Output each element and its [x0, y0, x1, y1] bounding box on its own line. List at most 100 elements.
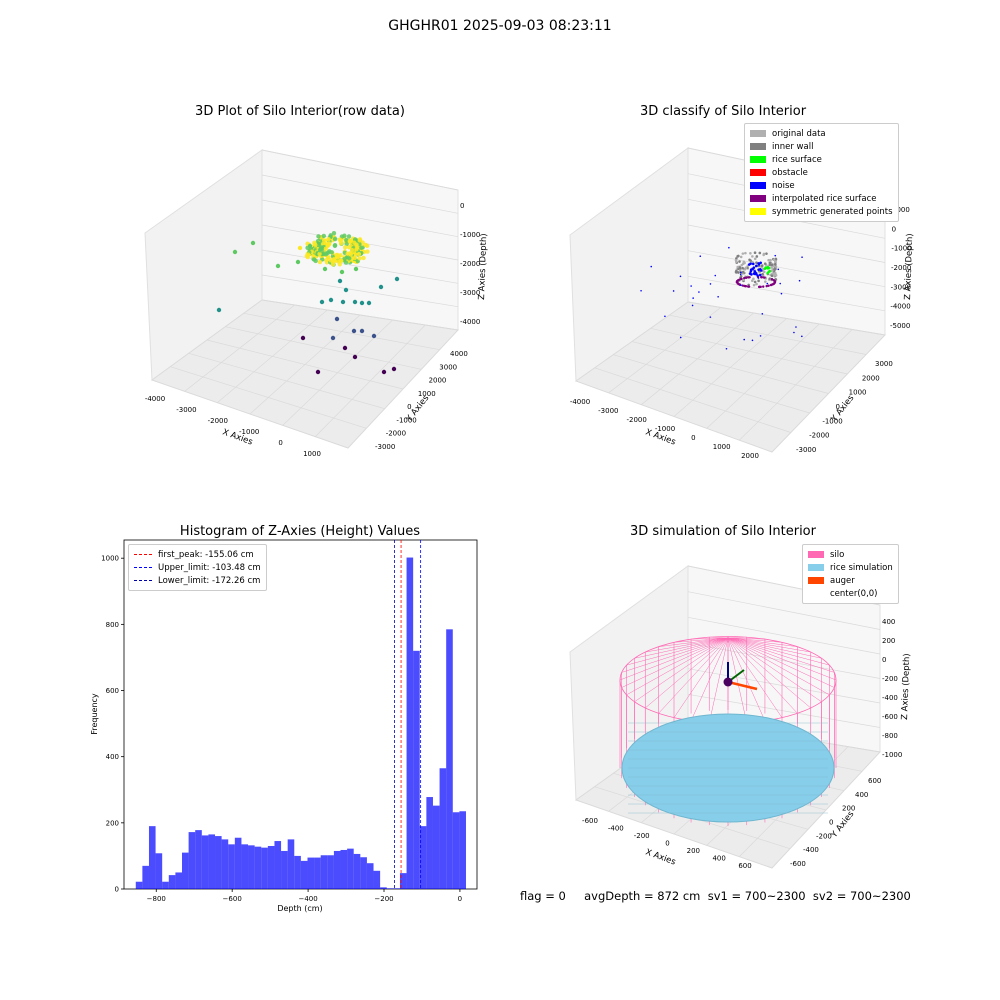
classify-point: [793, 331, 795, 334]
histogram-bar: [386, 888, 394, 889]
classify-point: [739, 255, 743, 259]
raw-point: [317, 259, 323, 265]
classify-point: [753, 270, 757, 273]
simulation-z-tick: -400: [882, 694, 898, 702]
silo-roof-wire: [634, 637, 729, 659]
classify-point: [741, 266, 744, 270]
silo-roof-wire: [658, 637, 729, 647]
histogram-bar: [393, 888, 400, 889]
classify-point: [774, 274, 778, 277]
classify-point: [754, 264, 758, 268]
histogram-y-tick: 600: [106, 687, 119, 695]
raw-x-tick: -4000: [145, 395, 165, 403]
silo-roof-wire: [727, 637, 830, 696]
classify-point: [763, 276, 766, 279]
histogram-plot: −800 −600 −400 −200 0 0 200 400 600 800 1000 Depth …: [90, 539, 478, 913]
raw-point: [316, 234, 321, 239]
legend-label: rice simulation: [830, 562, 893, 573]
raw-point: [371, 333, 377, 339]
classify-z-tick: -2000: [891, 264, 911, 272]
raw-y-tick: -1000: [396, 416, 416, 424]
silo-roof-wire: [727, 637, 765, 640]
classify-point: [753, 280, 757, 284]
legend-swatch: [750, 143, 766, 150]
raw-y-tick: 3000: [439, 363, 457, 371]
simulation-y-tick: 600: [868, 777, 881, 785]
histogram-bar: [399, 873, 407, 889]
raw-y-tick: -3000: [375, 443, 395, 451]
raw-point: [325, 255, 331, 260]
classify-point: [734, 259, 738, 262]
raw-point: [365, 243, 370, 249]
classify-x-tick: -1000: [655, 425, 675, 433]
simulation-y-tick: -400: [803, 846, 819, 854]
simulation-z-tick: -600: [882, 713, 898, 721]
histogram-bar: [452, 812, 460, 889]
histogram-bar: [254, 846, 262, 889]
histogram-bar: [347, 848, 354, 889]
raw-point: [357, 256, 362, 261]
histogram-legend-item: first_peak: -155.06 cm: [134, 548, 261, 561]
raw-grid-line: [261, 149, 459, 191]
histogram-bar: [274, 841, 282, 889]
classify-x-tick: 1000: [713, 443, 731, 451]
classify-grid-line: [687, 301, 886, 336]
legend-label: original data: [772, 128, 826, 139]
status-text: flag = 0 avgDepth = 872 cm sv1 = 700~230…: [520, 889, 911, 903]
raw-point: [343, 260, 349, 265]
histogram-x-tick: −600: [223, 895, 242, 903]
classify-point: [758, 273, 762, 277]
legend-swatch: [808, 551, 824, 558]
histogram-x-label: Depth (cm): [277, 904, 322, 913]
classify-point: [679, 275, 682, 278]
classify-point: [690, 285, 692, 287]
classify-x-tick: 2000: [741, 452, 759, 460]
classify-x-tick: -3000: [598, 407, 618, 415]
silo-roof-wire: [621, 637, 729, 688]
auger-marker: [727, 680, 758, 691]
histogram-bar: [267, 845, 275, 889]
classify-legend-item: noise: [750, 179, 893, 192]
classify-point: [664, 315, 666, 318]
classify-point: [753, 251, 757, 255]
raw-point: [337, 262, 342, 267]
classify-point: [774, 278, 778, 281]
raw-z-tick: -1000: [460, 231, 480, 239]
classify-z-tick: -1000: [891, 245, 911, 253]
classify-point: [699, 255, 702, 257]
classify-grid-line: [771, 334, 886, 453]
classify-z-tick: -5000: [890, 322, 910, 330]
classify-point: [739, 271, 742, 274]
classify-point: [738, 269, 742, 272]
legend-swatch: [808, 564, 824, 571]
simulation-z-tick: -1000: [882, 751, 902, 759]
classify-y-tick: 1000: [849, 389, 867, 397]
classify-point: [773, 280, 777, 283]
legend-label: Lower_limit: -172.26 cm: [158, 575, 261, 586]
simulation-chart-title: 3D simulation of Silo Interior: [630, 524, 816, 539]
histogram-bar: [135, 881, 143, 889]
histogram-bar: [175, 872, 182, 889]
classify-grid-line: [739, 329, 853, 441]
raw-point: [323, 246, 329, 251]
classify-y-tick: 3000: [875, 360, 893, 368]
classify-point: [752, 283, 756, 287]
classify-point: [774, 262, 777, 266]
raw-point: [340, 299, 346, 305]
classify-point: [777, 268, 780, 271]
center-marker: [723, 677, 733, 687]
raw-point: [356, 251, 362, 257]
legend-label: interpolated rice surface: [772, 193, 877, 204]
classify-point: [770, 263, 774, 267]
raw-point: [343, 287, 349, 293]
raw-point: [344, 237, 349, 243]
classify-point: [737, 278, 740, 282]
raw-x-tick: 1000: [303, 450, 321, 458]
silo-roof-wire: [709, 636, 729, 639]
silo-roof-wire: [709, 637, 729, 723]
legend-swatch: [750, 182, 766, 189]
raw-point: [315, 369, 321, 375]
histogram-bar: [294, 855, 301, 889]
histogram-x-tick: −200: [374, 895, 393, 903]
classify-point: [768, 261, 772, 265]
